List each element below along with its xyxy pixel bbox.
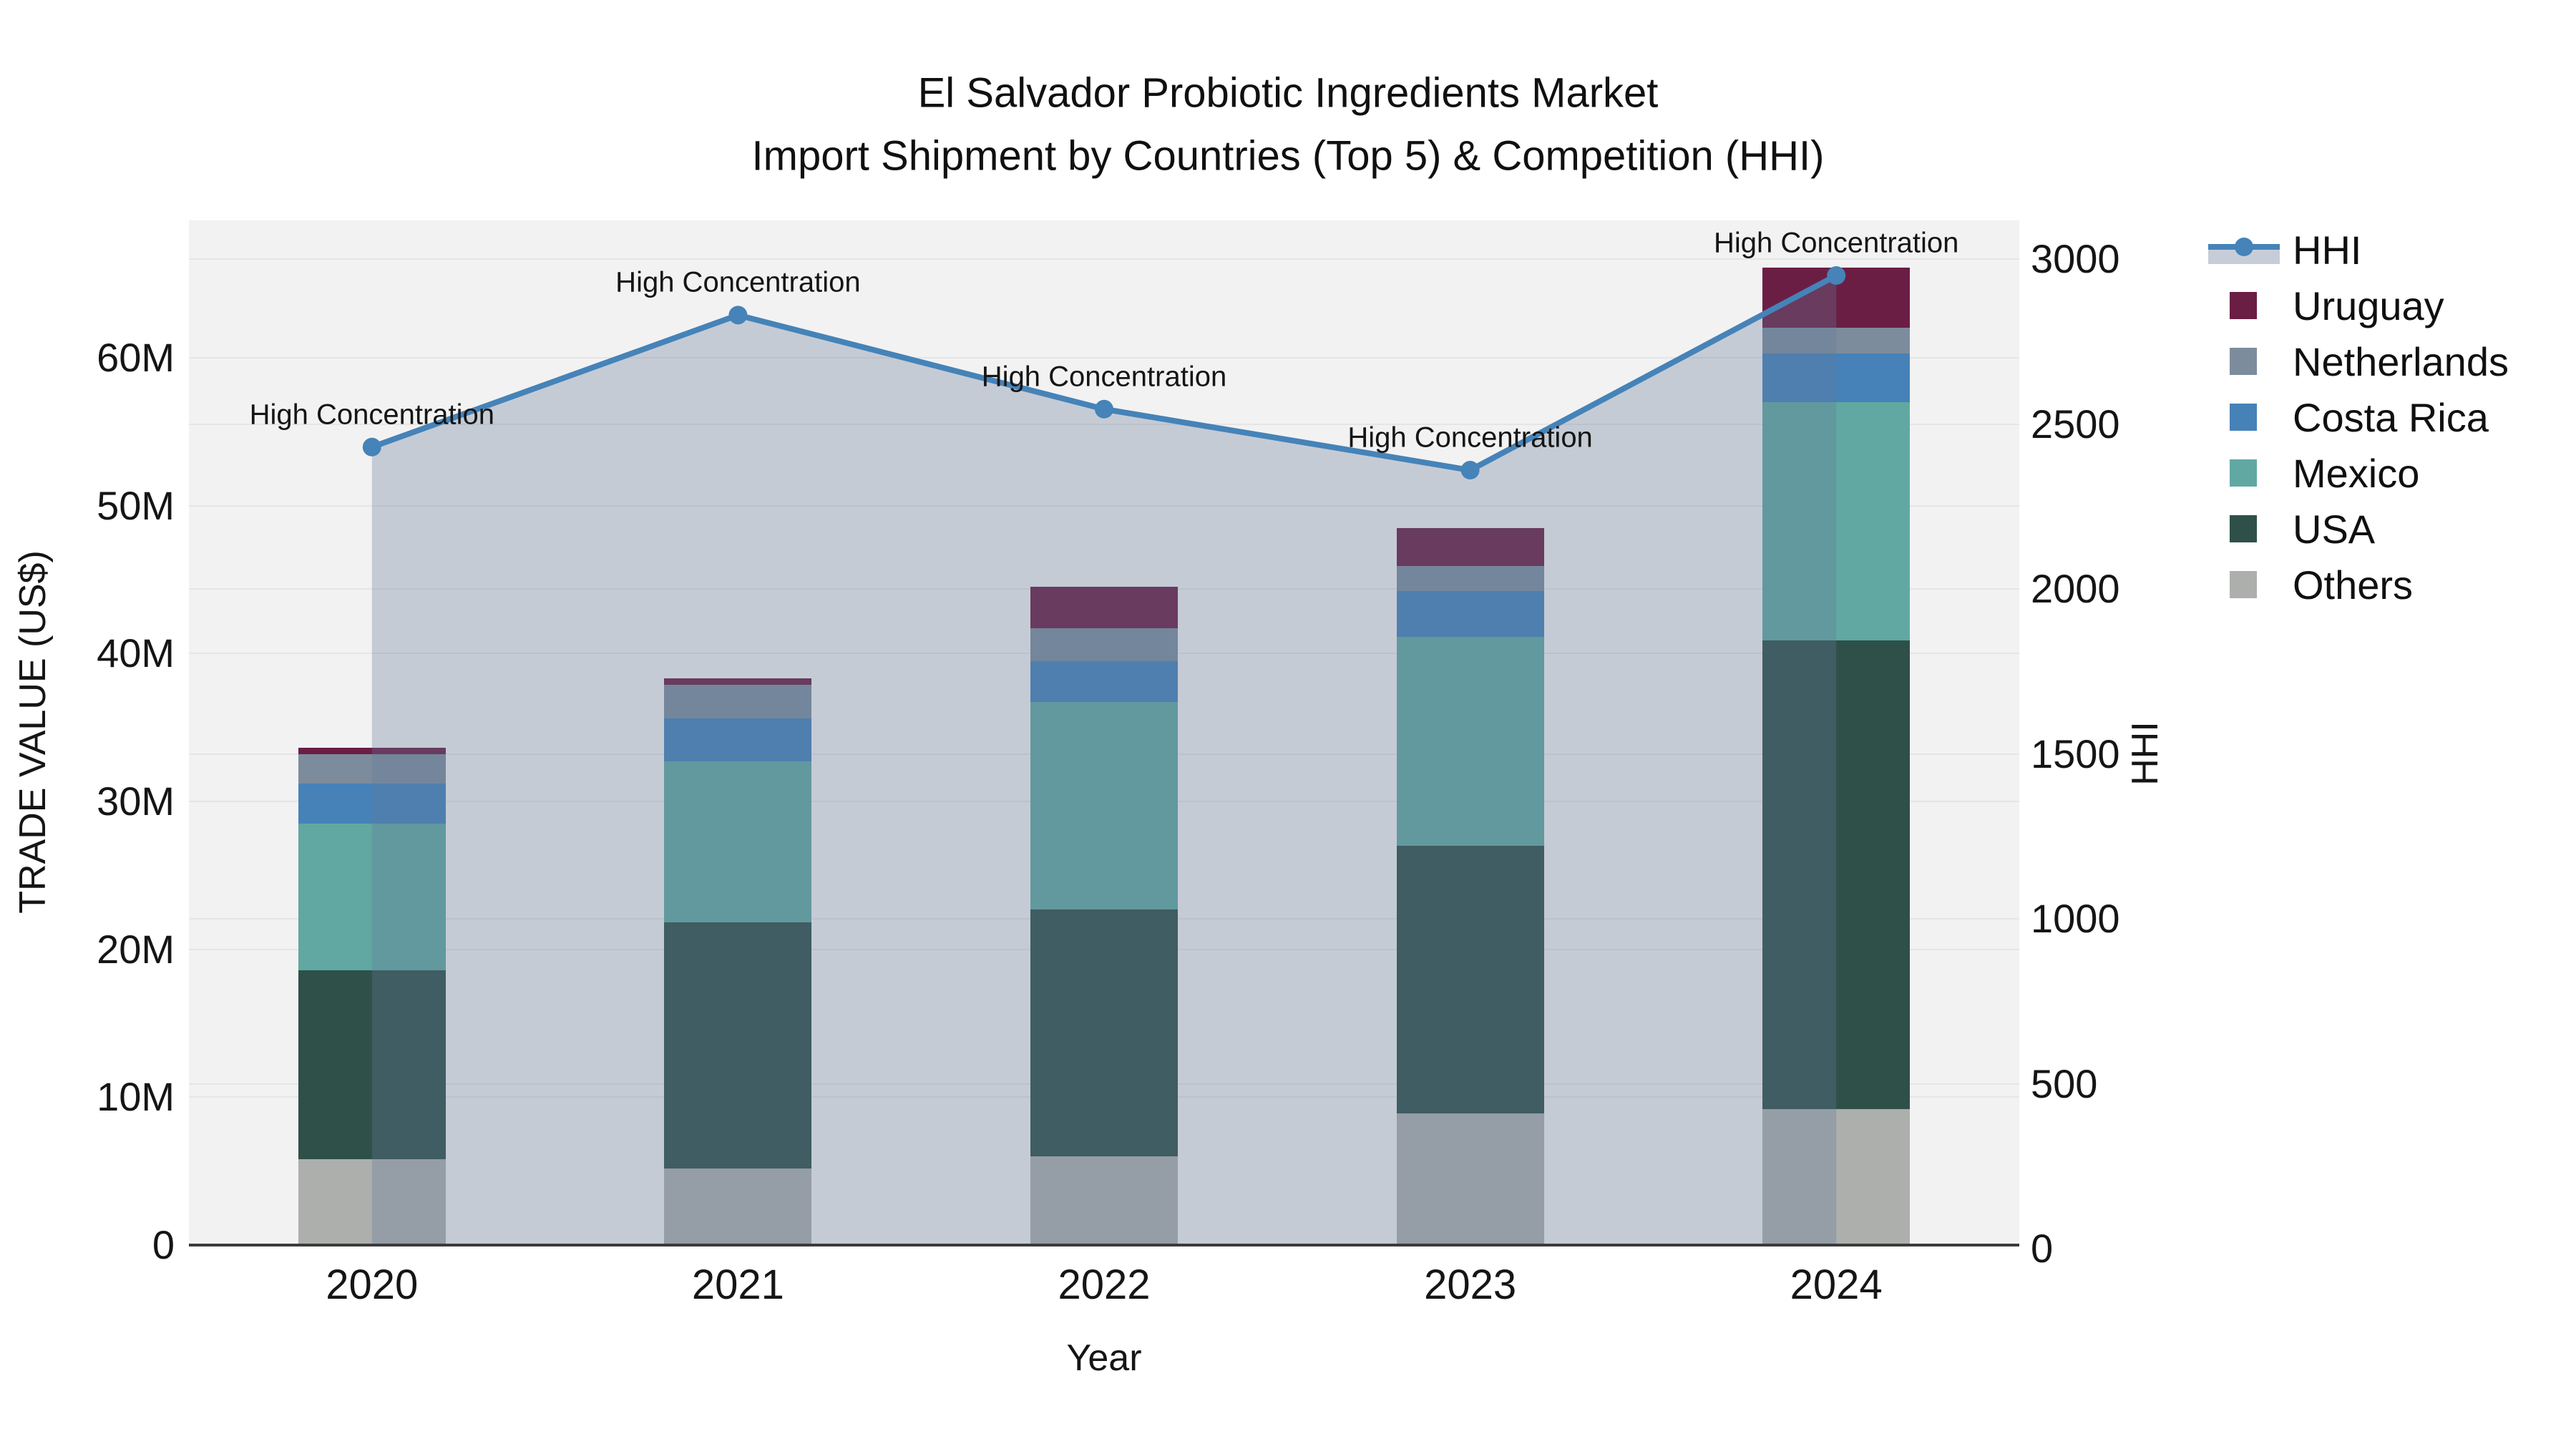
legend-label: Netherlands (2293, 338, 2509, 384)
y-left-tick-50M: 50M (97, 482, 175, 528)
bar-segment-costa-rica-2021 (664, 718, 812, 762)
legend-label: Others (2293, 562, 2414, 608)
x-tick-2020: 2020 (326, 1262, 419, 1308)
bar-segment-uruguay-2022 (1030, 587, 1178, 629)
chart-title-line2: Import Shipment by Countries (Top 5) & C… (751, 132, 1825, 180)
legend: HHI Uruguay Netherlands Costa Rica Mexico USA… (2208, 222, 2509, 613)
annotation-2020: High Concentration (249, 399, 495, 431)
y-right-tick-500: 500 (2031, 1060, 2098, 1106)
bar-segment-netherlands-2024 (1762, 328, 1911, 353)
color-swatch (2230, 571, 2257, 598)
y-left-tick-60M: 60M (97, 334, 175, 380)
color-swatch (2230, 515, 2257, 542)
y-left-tick-20M: 20M (97, 926, 175, 972)
legend-item-mexico[interactable]: Mexico (2208, 445, 2509, 501)
legend-swatch-usa (2208, 513, 2293, 545)
bar-segment-usa-2024 (1762, 640, 1911, 1109)
bar-segment-costa-rica-2022 (1030, 660, 1178, 703)
bar-segment-netherlands-2021 (664, 684, 812, 719)
bar-segment-others-2023 (1396, 1113, 1544, 1245)
legend-label: HHI (2293, 227, 2362, 273)
color-swatch (2230, 292, 2257, 319)
legend-item-uruguay[interactable]: Uruguay (2208, 278, 2509, 333)
annotation-2023: High Concentration (1347, 421, 1593, 454)
y-right-tick-1500: 1500 (2031, 731, 2120, 776)
legend-swatch-mexico (2208, 457, 2293, 489)
bar-segment-usa-2021 (664, 922, 812, 1169)
color-swatch (2230, 404, 2257, 431)
hhi-line-sample (2208, 234, 2293, 265)
x-tick-2021: 2021 (691, 1262, 784, 1308)
bar-segment-mexico-2021 (664, 761, 812, 923)
hhi-legend-glyph (2208, 238, 2280, 264)
bar-segment-uruguay-2023 (1396, 527, 1544, 567)
annotation-2022: High Concentration (981, 361, 1227, 393)
bar-segment-mexico-2023 (1396, 637, 1544, 846)
bar-segment-uruguay-2024 (1762, 267, 1911, 328)
bar-segment-costa-rica-2023 (1396, 591, 1544, 638)
legend-swatch-netherlands (2208, 346, 2293, 377)
bar-segment-costa-rica-2020 (298, 784, 446, 824)
x-tick-2022: 2022 (1058, 1262, 1151, 1308)
bar-segment-netherlands-2022 (1030, 628, 1178, 661)
legend-item-netherlands[interactable]: Netherlands (2208, 333, 2509, 389)
y-right-tick-1000: 1000 (2031, 896, 2120, 941)
x-tick-2024: 2024 (1790, 1262, 1883, 1308)
bar-segment-uruguay-2021 (664, 678, 812, 685)
bar-segment-others-2020 (298, 1159, 446, 1245)
bar-segment-costa-rica-2024 (1762, 353, 1911, 402)
bar-segment-others-2024 (1762, 1108, 1911, 1245)
y-left-axis-title: TRADE VALUE (US$) (12, 550, 54, 914)
legend-swatch-uruguay (2208, 290, 2293, 321)
y-left-tick-0: 0 (152, 1222, 175, 1267)
color-swatch (2230, 459, 2257, 487)
bar-segment-mexico-2020 (298, 823, 446, 970)
annotation-2024: High Concentration (1713, 227, 1959, 259)
chart-title-line1: El Salvador Probiotic Ingredients Market (917, 69, 1659, 117)
bar-segment-usa-2022 (1030, 909, 1178, 1156)
bar-segment-usa-2020 (298, 970, 446, 1160)
bar-segment-netherlands-2020 (298, 753, 446, 784)
y-left-tick-30M: 30M (97, 778, 175, 824)
y-right-tick-0: 0 (2031, 1226, 2054, 1271)
bar-segment-others-2022 (1030, 1156, 1178, 1245)
y-right-tick-2500: 2500 (2031, 401, 2120, 447)
annotation-2021: High Concentration (615, 266, 861, 298)
bar-segment-uruguay-2020 (298, 748, 446, 754)
gridline-right (189, 258, 2019, 260)
legend-item-hhi[interactable]: HHI (2208, 222, 2509, 278)
y-left-tick-10M: 10M (97, 1074, 175, 1120)
legend-label: Costa Rica (2293, 394, 2489, 440)
gridline-left (189, 357, 2019, 358)
y-left-tick-40M: 40M (97, 630, 175, 676)
legend-label: Mexico (2293, 450, 2420, 496)
bar-segment-mexico-2022 (1030, 702, 1178, 909)
legend-item-costa-rica[interactable]: Costa Rica (2208, 389, 2509, 445)
y-right-axis-title: HHI (2124, 721, 2166, 786)
color-swatch (2230, 348, 2257, 375)
x-axis-line (189, 1244, 2019, 1246)
legend-item-usa[interactable]: USA (2208, 501, 2509, 557)
gridline-left (189, 505, 2019, 507)
y-right-tick-3000: 3000 (2031, 236, 2120, 281)
bar-segment-others-2021 (664, 1168, 812, 1245)
legend-swatch-costa-rica (2208, 401, 2293, 433)
bar-segment-usa-2023 (1396, 845, 1544, 1114)
bar-segment-netherlands-2023 (1396, 566, 1544, 592)
x-tick-2023: 2023 (1424, 1262, 1517, 1308)
bar-segment-mexico-2024 (1762, 401, 1911, 640)
legend-label: USA (2293, 506, 2376, 552)
x-axis-title: Year (1066, 1337, 1142, 1379)
legend-item-others[interactable]: Others (2208, 557, 2509, 613)
legend-swatch-others (2208, 569, 2293, 600)
legend-label: Uruguay (2293, 283, 2444, 328)
y-right-tick-2000: 2000 (2031, 566, 2120, 611)
